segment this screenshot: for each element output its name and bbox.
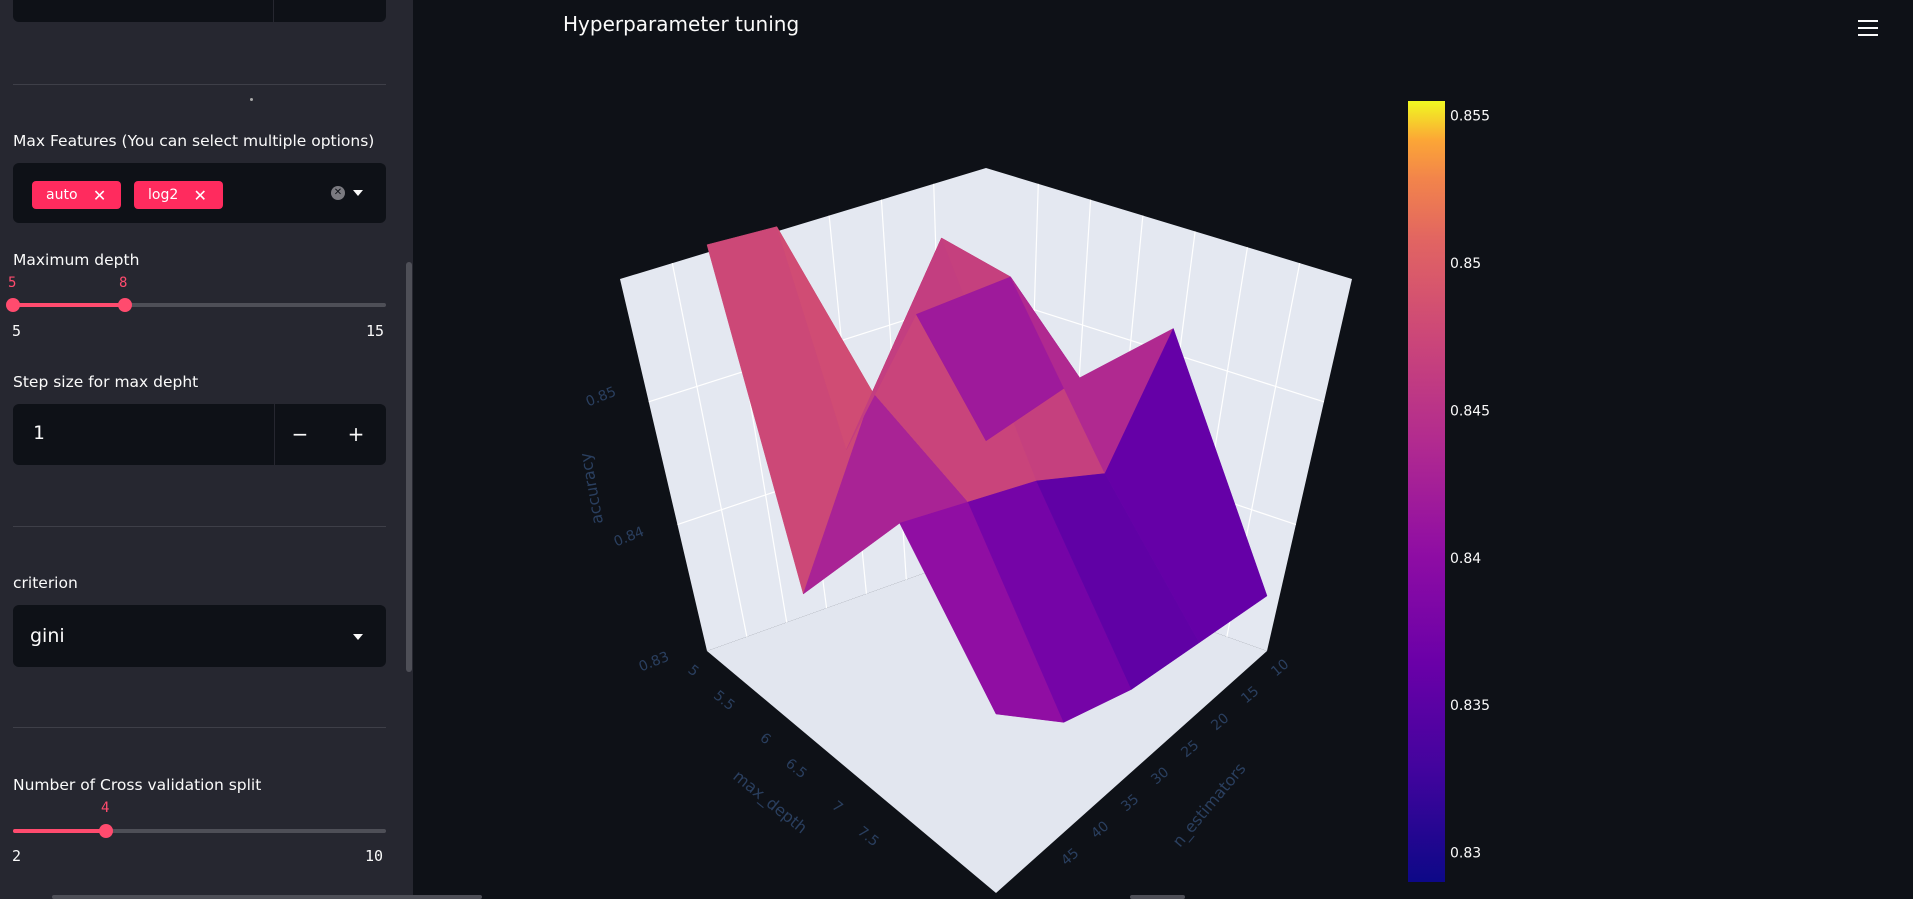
slider-handle[interactable]: [99, 824, 113, 838]
y-axis-title: n_estimators: [1169, 759, 1251, 851]
criterion-label: criterion: [13, 574, 78, 592]
max-features-multiselect[interactable]: auto ✕ log2 ✕ ✕: [13, 163, 386, 223]
sidebar-scrollbar[interactable]: [406, 262, 412, 672]
tag-log2: log2 ✕: [134, 181, 223, 209]
slider-fill: [13, 303, 125, 307]
hamburger-menu-icon[interactable]: [1858, 20, 1878, 38]
y-tick-label: 25: [1178, 737, 1202, 761]
step-size-value[interactable]: 1: [33, 422, 45, 444]
slider-low-handle[interactable]: [6, 298, 20, 312]
sidebar: Max Features (You can select multiple op…: [0, 0, 413, 899]
clear-all-icon[interactable]: ✕: [331, 186, 345, 200]
colorbar-tick-label: 0.855: [1450, 109, 1490, 125]
y-tick-label: 45: [1058, 845, 1082, 869]
slider-max-label: 15: [366, 322, 385, 340]
colorbar-tick-labels: 0.83 0.835 0.84 0.845 0.85 0.855: [1450, 109, 1490, 862]
criterion-select[interactable]: gini: [13, 605, 386, 667]
surface-plot[interactable]: 0.830.840.8555.566.577.51015202530354045…: [413, 0, 1503, 899]
top-number-input[interactable]: [13, 0, 386, 22]
y-tick-label: 20: [1208, 710, 1232, 734]
tag-label: auto: [46, 187, 78, 203]
criterion-value: gini: [30, 625, 65, 647]
colorbar: [1408, 101, 1445, 882]
y-tick-label: 15: [1238, 683, 1262, 707]
chevron-down-icon[interactable]: [353, 190, 363, 196]
cv-split-slider-track[interactable]: [13, 829, 386, 833]
x-tick-label: 7.5: [854, 824, 881, 850]
slider-value: 4: [101, 800, 110, 816]
horizontal-scrollbar-thumb[interactable]: [1130, 895, 1185, 899]
surface-mesh: [706, 226, 1268, 723]
input-divider: [274, 404, 275, 465]
remove-tag-icon[interactable]: ✕: [92, 185, 107, 205]
z-tick-label: 0.83: [637, 649, 672, 676]
decorative-dot: [250, 98, 253, 101]
page-title: Hyperparameter tuning: [563, 12, 800, 36]
slider-max-label: 10: [365, 847, 384, 865]
y-tick-label: 10: [1268, 656, 1292, 680]
x-tick-label: 5.5: [710, 688, 737, 714]
cv-split-label: Number of Cross validation split: [13, 776, 262, 794]
max-depth-label: Maximum depth: [13, 251, 140, 269]
colorbar-tick-label: 0.835: [1450, 698, 1490, 714]
x-tick-label: 6: [757, 730, 774, 748]
z-tick-label: 0.85: [584, 384, 619, 411]
colorbar-tick-label: 0.84: [1450, 551, 1481, 567]
input-divider: [273, 0, 274, 22]
y-tick-label: 30: [1148, 764, 1172, 788]
y-tick-label: 40: [1088, 818, 1112, 842]
colorbar-tick-label: 0.85: [1450, 256, 1481, 272]
tag-label: log2: [148, 187, 179, 203]
remove-tag-icon[interactable]: ✕: [193, 185, 207, 205]
z-tick-label: 0.84: [612, 524, 647, 551]
colorbar-tick-label: 0.845: [1450, 403, 1490, 419]
step-size-input[interactable]: 1 − +: [13, 404, 386, 465]
slider-min-label: 2: [12, 847, 22, 865]
divider: [13, 727, 386, 728]
surface-patch: [1104, 327, 1268, 644]
x-tick-label: 7: [829, 798, 846, 816]
slider-low-value: 5: [8, 275, 17, 291]
x-tick-label: 6.5: [782, 756, 809, 782]
slider-high-value: 8: [119, 275, 128, 291]
divider: [13, 526, 386, 527]
max-features-label: Max Features (You can select multiple op…: [13, 132, 375, 150]
decrement-button[interactable]: −: [291, 422, 309, 446]
max-depth-slider-track[interactable]: [13, 303, 386, 307]
tag-auto: auto ✕: [32, 181, 121, 209]
slider-high-handle[interactable]: [118, 298, 132, 312]
grid-line: [671, 263, 748, 637]
divider: [13, 84, 386, 85]
slider-min-label: 5: [12, 322, 22, 340]
increment-button[interactable]: +: [347, 422, 365, 446]
chevron-down-icon[interactable]: [353, 634, 363, 640]
step-size-label: Step size for max depht: [13, 373, 199, 391]
x-tick-label: 5: [685, 662, 702, 680]
y-tick-label: 35: [1118, 791, 1142, 815]
slider-fill: [13, 829, 106, 833]
horizontal-scrollbar[interactable]: [52, 895, 482, 899]
z-axis-title: accuracy: [576, 451, 607, 525]
colorbar-tick-label: 0.83: [1450, 846, 1481, 862]
